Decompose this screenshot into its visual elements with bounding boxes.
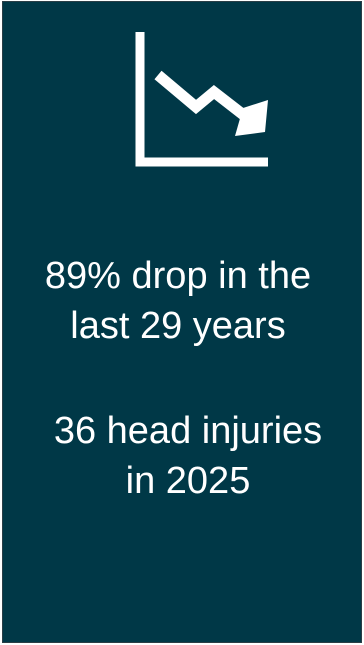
stat-head-injuries: 36 head injuries in 2025 bbox=[9, 406, 364, 506]
stat-injuries-line-2: in 2025 bbox=[125, 460, 251, 502]
stat-drop-line-2: last 29 years bbox=[70, 305, 286, 347]
downward-trend-chart-icon bbox=[135, 32, 268, 167]
stat-injuries-line-1: 36 head injuries bbox=[53, 410, 323, 452]
stat-drop-percentage: 89% drop in the last 29 years bbox=[0, 251, 357, 351]
stat-drop-line-1: 89% drop in the bbox=[44, 255, 312, 297]
